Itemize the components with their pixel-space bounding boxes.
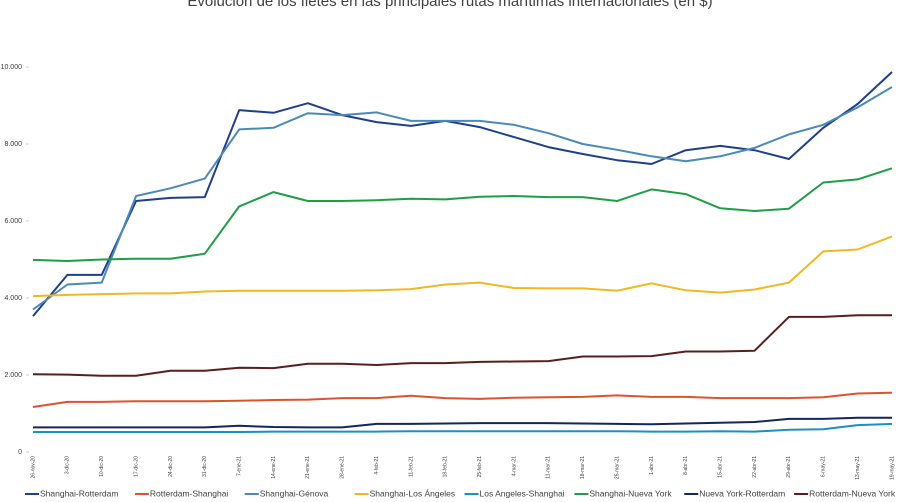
- x-tick-label: 6-may-21: [821, 456, 827, 477]
- legend-label: Shanghai-Génova: [260, 488, 329, 498]
- y-tick-label: 10.000: [1, 64, 23, 71]
- x-tick-label: 22-abr-21: [752, 456, 758, 478]
- series-line: [32, 391, 893, 408]
- x-tick-label: 26-nov-20: [30, 456, 36, 479]
- x-tick-label: 24-dic-20: [168, 456, 174, 477]
- x-tick-label: 25-feb-21: [477, 456, 483, 478]
- chart-title: Evolución de los fletes en las principal…: [187, 0, 712, 10]
- x-tick-label: 10-dic-20: [99, 456, 105, 477]
- legend-label: Shanghai-Los Ángeles: [370, 488, 456, 498]
- legend-label: Shanghai-Nueva York: [589, 488, 672, 498]
- series-line: [32, 86, 893, 311]
- y-tick-label: 2.000: [4, 372, 22, 379]
- x-tick-label: 1-abr-21: [649, 456, 655, 475]
- y-tick-label: 8.000: [4, 141, 22, 148]
- y-tick-label: 6.000: [4, 218, 22, 225]
- series-line: [32, 71, 893, 317]
- x-tick-label: 11-mar-21: [546, 456, 552, 479]
- x-tick-label: 18-feb-21: [443, 456, 449, 478]
- x-tick-label: 4-mar-21: [511, 456, 517, 477]
- x-tick-label: 15-abr-21: [718, 456, 724, 478]
- x-tick-label: 18-mar-21: [580, 456, 586, 479]
- x-tick-label: 19-may-21: [889, 456, 895, 480]
- x-tick-label: 11-feb-21: [408, 456, 414, 477]
- series-line: [33, 416, 892, 429]
- x-tick-label: 14-ene-21: [271, 456, 277, 479]
- legend-label: Los Angeles-Shanghai: [480, 488, 565, 498]
- x-tick-label: 3-dic-20: [65, 456, 71, 474]
- y-tick-label: 4.000: [4, 295, 22, 302]
- x-tick-label: 21-ene-21: [305, 456, 311, 479]
- x-tick-label: 8-abr-21: [683, 456, 689, 475]
- series-line: [33, 422, 893, 433]
- series-line: [32, 235, 893, 298]
- legend-label: Rotterdam-Nueva York: [809, 488, 896, 498]
- legend-label: Shanghai-Rotterdam: [40, 488, 118, 498]
- series-line: [32, 314, 892, 377]
- x-tick-label: 25-mar-21: [614, 456, 620, 479]
- y-tick-label: 0: [18, 449, 22, 456]
- series-line: [32, 167, 893, 262]
- legend-label: Nueva York-Rotterdam: [699, 488, 785, 498]
- legend-label: Rotterdam-Shanghai: [150, 488, 229, 498]
- x-tick-label: 17-dic-20: [133, 456, 139, 477]
- x-tick-label: 4-feb-21: [374, 456, 380, 475]
- x-tick-label: 7-ene-21: [236, 456, 242, 476]
- x-tick-label: 13-may-21: [855, 456, 861, 480]
- x-tick-label: 31-dic-20: [202, 456, 208, 477]
- x-tick-label: 28-ene-21: [340, 456, 346, 479]
- x-tick-label: 29-abr-21: [786, 456, 792, 478]
